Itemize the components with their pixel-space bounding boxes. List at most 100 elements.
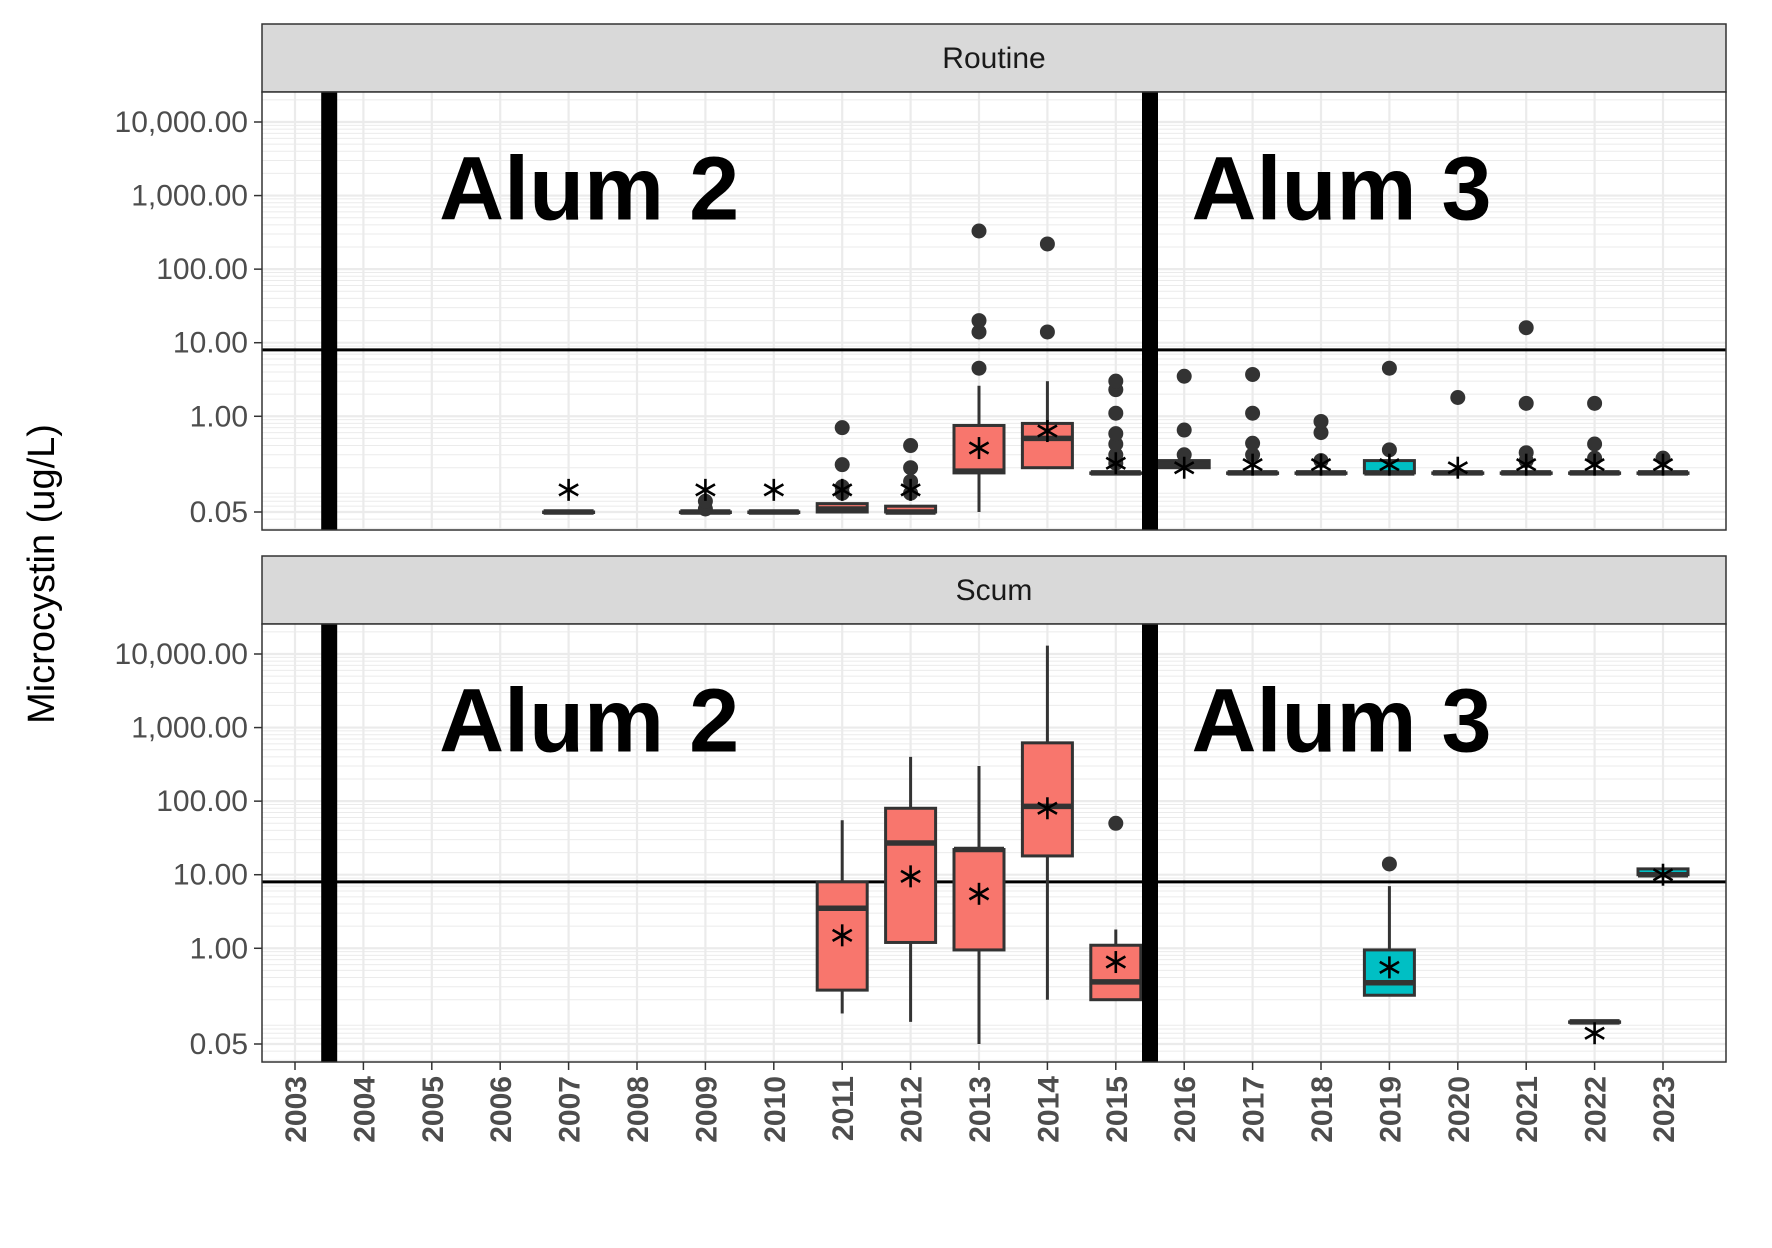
outlier-point: [1450, 390, 1466, 406]
period-annotation: Alum 2: [439, 140, 739, 240]
box-2011: [815, 420, 869, 514]
outlier-point: [1108, 436, 1124, 452]
mean-marker: [1584, 1022, 1605, 1045]
box-2021: [1499, 320, 1553, 476]
plot-area: Alum 2 Alum 3: [262, 92, 1726, 530]
mean-marker: [1652, 863, 1674, 886]
box-2013: [952, 223, 1006, 512]
outlier-point: [1381, 360, 1397, 376]
period-annotation: Alum 3: [1191, 672, 1491, 772]
mean-marker: [968, 437, 990, 460]
outlier-point: [1587, 436, 1603, 452]
x-tick-label: 2017: [1238, 1076, 1271, 1143]
box-2022: [1568, 1019, 1622, 1045]
mean-marker: [1379, 453, 1400, 476]
mean-marker: [900, 865, 921, 888]
facet-strip: [261, 555, 1727, 625]
x-tick-label: 2009: [690, 1076, 723, 1143]
x-tick-label: 2005: [417, 1076, 450, 1143]
outlier-point: [903, 438, 919, 454]
x-tick-label: 2021: [1511, 1076, 1544, 1143]
box-2018: [1294, 413, 1348, 476]
outlier-point: [1381, 442, 1397, 458]
facet-strip: [261, 23, 1727, 93]
y-tick-label: 1.00: [190, 400, 248, 433]
mean-marker: [1242, 453, 1263, 476]
mean-marker: [900, 478, 921, 501]
facet-panels: Routine Alum 2 Alum 3 0.05 1.00 10.00 100.00 1,…: [115, 23, 1727, 1063]
outlier-point: [1313, 413, 1329, 429]
y-axis-label: Microcystin (ug/L): [21, 424, 63, 724]
mean-marker: [1173, 456, 1195, 479]
x-tick-label: 2008: [622, 1076, 655, 1143]
x-tick-label: 2003: [280, 1076, 313, 1143]
outlier-point: [1245, 435, 1261, 451]
y-tick-label: 1.00: [190, 932, 248, 965]
mean-marker: [968, 882, 990, 905]
y-tick-label: 10,000.00: [115, 638, 248, 671]
outlier-point: [1245, 366, 1261, 382]
outlier-point: [971, 313, 987, 329]
y-tick-label: 0.05: [190, 1028, 248, 1061]
x-tick-label: 2004: [348, 1076, 381, 1143]
mean-marker: [1379, 956, 1400, 979]
box-2020: [1431, 390, 1485, 479]
outlier-point: [1518, 395, 1534, 411]
box-2012: [884, 438, 938, 515]
outlier-point: [1176, 368, 1192, 384]
outlier-point: [971, 324, 987, 340]
x-tick-label: 2019: [1374, 1076, 1407, 1143]
mean-marker: [763, 478, 785, 501]
plot-background: [262, 624, 1726, 1062]
outlier-point: [1108, 815, 1124, 831]
facet-strip-label: Scum: [956, 574, 1033, 607]
box-2019: [1362, 856, 1416, 997]
box-2011: [815, 820, 869, 1014]
outlier-point: [1039, 324, 1055, 340]
mean-marker: [1105, 452, 1127, 475]
period-annotation: Alum 3: [1191, 140, 1491, 240]
plot-area: Alum 2 Alum 3: [262, 624, 1726, 1062]
outlier-point: [971, 223, 987, 239]
box-2012: [884, 756, 938, 1022]
box-2015: [1089, 373, 1143, 476]
mean-marker: [558, 478, 579, 501]
panel-border: [261, 91, 1727, 531]
box-2019: [1362, 360, 1416, 476]
x-axis: 2003 2004 2005 2006 2007 2008 2009 2010 2011 2012…: [280, 1062, 1681, 1143]
mean-marker: [1037, 420, 1058, 443]
mean-marker: [1584, 453, 1605, 476]
facet-strip-label: Routine: [942, 42, 1045, 75]
x-tick-label: 2022: [1580, 1076, 1613, 1143]
box-2017: [1226, 366, 1280, 476]
mean-marker: [1515, 453, 1537, 476]
box-2022: [1568, 395, 1622, 476]
x-tick-label: 2006: [485, 1076, 518, 1143]
mean-marker: [1310, 453, 1332, 476]
x-tick-label: 2013: [964, 1076, 997, 1143]
outlier-point: [1176, 422, 1192, 438]
outlier-point: [903, 460, 919, 476]
panel-border: [261, 623, 1727, 1063]
outlier-point: [1108, 405, 1124, 421]
box-2009: [678, 478, 732, 517]
y-tick-label: 100.00: [156, 253, 248, 286]
y-tick-label: 1,000.00: [131, 712, 248, 745]
outlier-point: [697, 493, 713, 509]
x-tick-label: 2014: [1032, 1076, 1065, 1143]
outlier-point: [1245, 405, 1261, 421]
outlier-point: [1108, 373, 1124, 389]
mean-marker: [831, 478, 853, 501]
outlier-point: [1518, 445, 1534, 461]
outlier-point: [834, 457, 850, 473]
x-tick-label: 2010: [759, 1076, 792, 1143]
mean-marker: [831, 924, 853, 947]
outlier-point: [1381, 856, 1397, 872]
mean-marker: [1447, 456, 1469, 479]
box-2014: [1020, 645, 1074, 1000]
box-2016: [1157, 368, 1211, 479]
box-2015: [1089, 815, 1143, 1002]
x-tick-label: 2012: [896, 1076, 929, 1143]
mean-marker: [1037, 797, 1058, 820]
